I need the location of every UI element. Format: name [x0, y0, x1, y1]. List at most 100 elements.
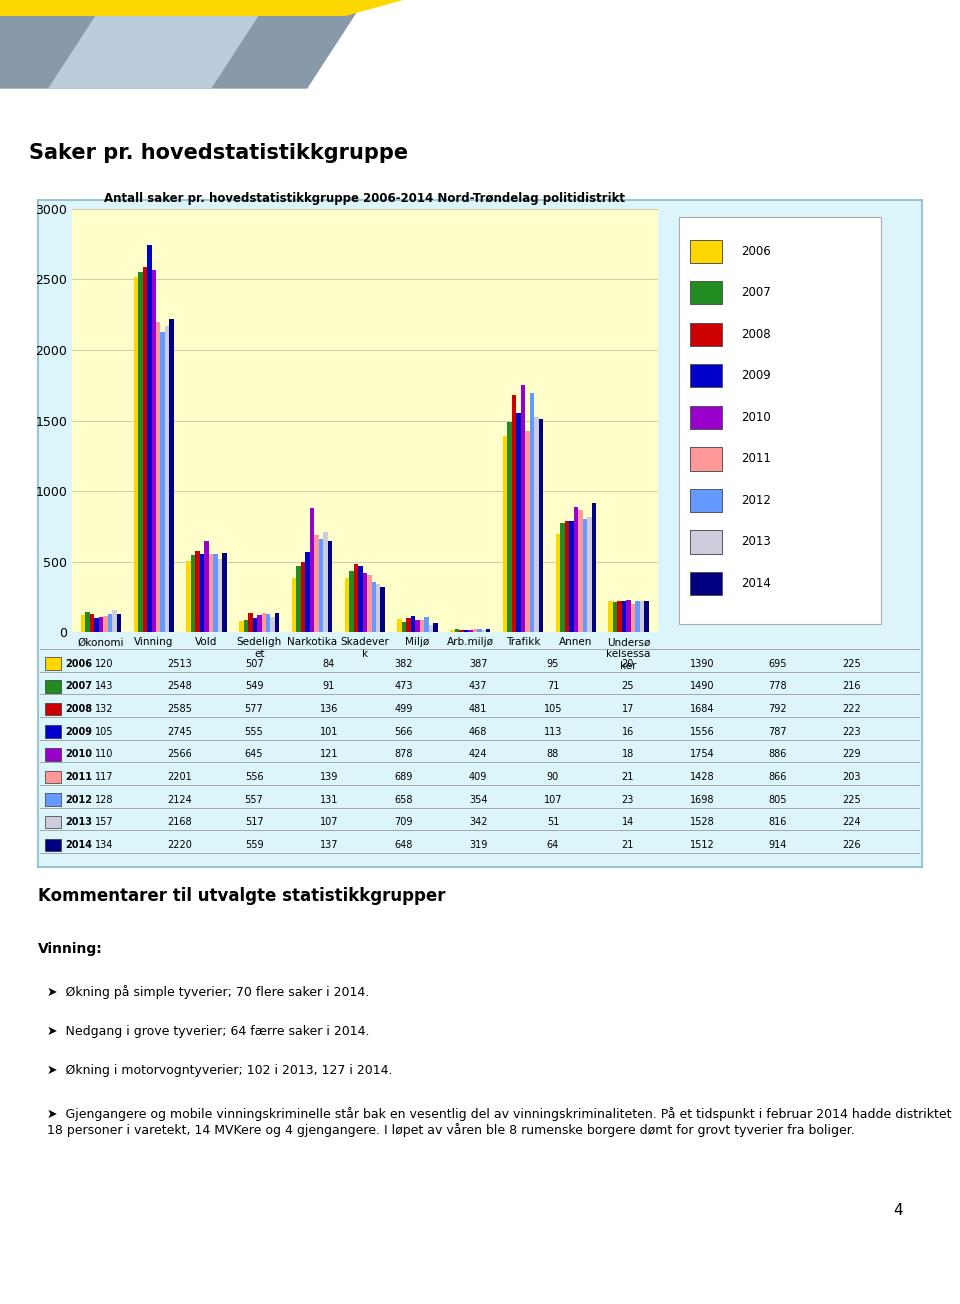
Bar [486, 630, 491, 632]
Text: 557: 557 [245, 794, 263, 805]
FancyBboxPatch shape [690, 364, 723, 387]
Bar [535, 416, 539, 632]
Bar [160, 333, 165, 632]
Text: 117: 117 [95, 772, 114, 782]
Text: ➤  Nedgang i grove tyverier; 64 færre saker i 2014.: ➤ Nedgang i grove tyverier; 64 færre sak… [47, 1025, 370, 1038]
Text: 4: 4 [893, 1202, 902, 1218]
Bar [363, 572, 367, 632]
Bar [420, 619, 424, 632]
Bar [626, 600, 631, 632]
Bar [591, 503, 596, 632]
Text: 2009: 2009 [741, 369, 771, 382]
FancyBboxPatch shape [45, 681, 60, 692]
Text: 2010: 2010 [741, 411, 771, 424]
Bar [324, 532, 327, 632]
Text: 342: 342 [469, 818, 488, 827]
Bar [195, 550, 200, 632]
Bar [530, 393, 535, 632]
FancyBboxPatch shape [690, 489, 723, 512]
Text: 131: 131 [320, 794, 338, 805]
Text: 71: 71 [547, 682, 559, 691]
Text: 709: 709 [395, 818, 413, 827]
Text: 555: 555 [245, 726, 263, 737]
Bar [314, 535, 319, 632]
Text: 2008: 2008 [65, 704, 92, 715]
Text: 658: 658 [395, 794, 413, 805]
Text: 695: 695 [768, 659, 786, 669]
Bar [539, 419, 543, 632]
Text: 1512: 1512 [690, 840, 715, 850]
Bar [108, 614, 112, 632]
Text: 481: 481 [469, 704, 488, 715]
Bar [402, 622, 406, 632]
Polygon shape [0, 0, 403, 16]
Bar [560, 523, 564, 632]
Bar [644, 601, 649, 632]
Text: 143: 143 [95, 682, 113, 691]
Text: 566: 566 [395, 726, 413, 737]
Text: 2013: 2013 [65, 818, 92, 827]
Bar [411, 617, 416, 632]
Bar [99, 617, 104, 632]
Bar [455, 629, 459, 632]
Bar [165, 326, 170, 632]
Text: 1390: 1390 [690, 659, 715, 669]
Text: 224: 224 [843, 818, 861, 827]
Bar [609, 601, 612, 632]
FancyBboxPatch shape [679, 216, 881, 623]
Text: 90: 90 [547, 772, 559, 782]
Text: 499: 499 [395, 704, 413, 715]
Text: 137: 137 [320, 840, 338, 850]
Bar [305, 553, 310, 632]
Bar [380, 587, 385, 632]
Bar [239, 621, 244, 632]
Bar [516, 412, 521, 632]
Bar [472, 630, 477, 632]
Text: ➤  Gjengangere og mobile vinningskriminelle står bak en vesentlig del av vinning: ➤ Gjengangere og mobile vinningskriminel… [47, 1107, 951, 1137]
Bar [218, 559, 222, 632]
Bar [587, 518, 591, 632]
Text: 139: 139 [320, 772, 338, 782]
Text: 878: 878 [395, 750, 413, 759]
FancyBboxPatch shape [45, 725, 60, 738]
Text: 107: 107 [543, 794, 563, 805]
Text: 113: 113 [543, 726, 563, 737]
Text: 2585: 2585 [167, 704, 192, 715]
Bar [186, 561, 191, 632]
Text: 507: 507 [245, 659, 263, 669]
Text: 354: 354 [469, 794, 488, 805]
Text: 319: 319 [469, 840, 488, 850]
Text: 16: 16 [622, 726, 634, 737]
Text: Saker pr. hovedstatistikkgruppe: Saker pr. hovedstatistikkgruppe [29, 142, 408, 163]
Text: 128: 128 [95, 794, 114, 805]
Text: 18: 18 [622, 750, 634, 759]
Bar [271, 617, 275, 632]
Text: 110: 110 [95, 750, 113, 759]
Bar [639, 601, 644, 632]
Bar [508, 422, 512, 632]
Text: 2168: 2168 [167, 818, 192, 827]
Bar [556, 535, 560, 632]
Text: 2007: 2007 [65, 682, 92, 691]
Text: 1684: 1684 [690, 704, 715, 715]
Text: 120: 120 [95, 659, 114, 669]
Text: 21: 21 [621, 840, 634, 850]
Bar [81, 615, 85, 632]
Text: 2014: 2014 [741, 576, 771, 589]
Text: 222: 222 [843, 704, 861, 715]
Text: 225: 225 [843, 794, 861, 805]
FancyBboxPatch shape [45, 657, 60, 670]
Text: 136: 136 [320, 704, 338, 715]
Bar [147, 245, 152, 632]
Text: Kommentarer til utvalgte statistikkgrupper: Kommentarer til utvalgte statistikkgrupp… [38, 887, 445, 905]
Bar [275, 613, 279, 632]
Bar [204, 541, 208, 632]
Bar [358, 566, 363, 632]
FancyBboxPatch shape [45, 771, 60, 784]
Polygon shape [48, 0, 269, 89]
Text: 2201: 2201 [167, 772, 192, 782]
Text: 107: 107 [320, 818, 338, 827]
Bar [406, 618, 411, 632]
Bar [349, 571, 353, 632]
Bar [583, 519, 587, 632]
